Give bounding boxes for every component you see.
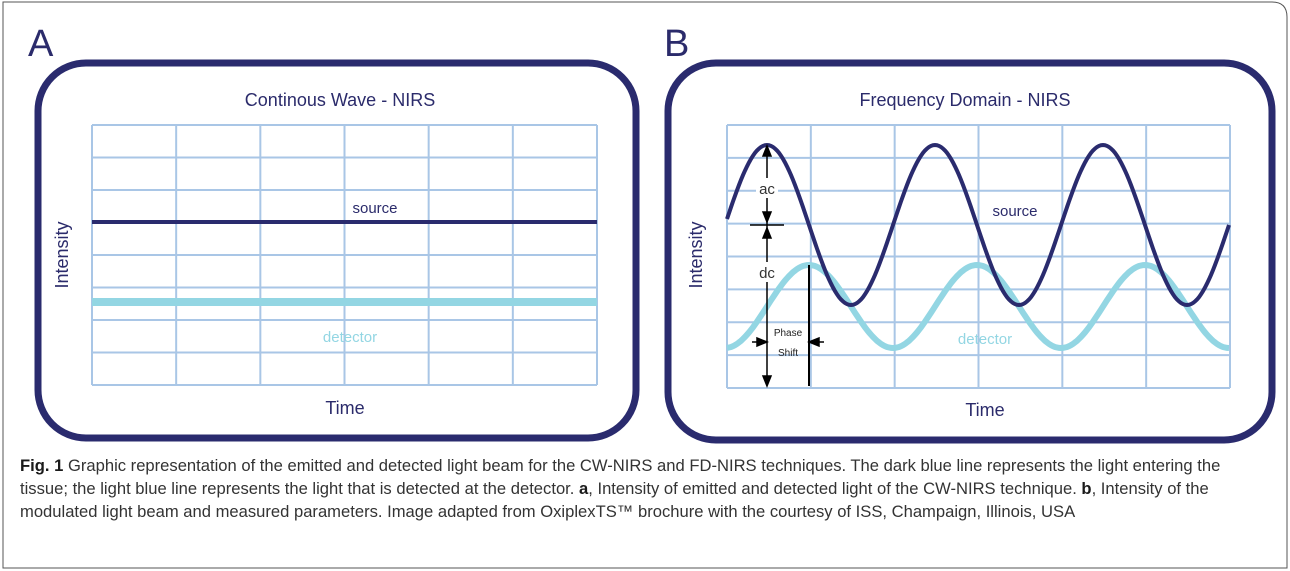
detector-label: detector <box>958 331 1012 348</box>
grid <box>91 124 598 386</box>
y-axis-label: Intensity <box>686 221 706 288</box>
y-axis-label: Intensity <box>52 221 72 288</box>
caption-text: , Intensity of the modulated light beam … <box>20 479 1209 521</box>
panel-frame <box>664 59 1276 444</box>
label-bg <box>756 262 778 282</box>
source-label: source <box>352 200 397 217</box>
phase-label: Shift <box>778 348 798 359</box>
source-label: source <box>992 203 1037 220</box>
panel-letter: A <box>28 23 54 65</box>
phase-label: Phase <box>774 328 803 339</box>
panel-title: Continous Wave - NIRS <box>245 90 435 110</box>
panel-title: Frequency Domain - NIRS <box>859 90 1070 110</box>
panel-frame <box>34 59 640 442</box>
dc-label: dc <box>759 265 775 282</box>
x-axis-label: Time <box>325 398 364 418</box>
caption-text: , Intensity of emitted and detected ligh… <box>588 479 1082 498</box>
caption: Fig. 1 Graphic representation of the emi… <box>20 454 1265 523</box>
caption-bold: a <box>579 479 589 498</box>
source-wave <box>725 142 1231 308</box>
label-bg <box>756 178 778 198</box>
detector-label: detector <box>323 329 377 346</box>
x-axis-label: Time <box>965 400 1004 420</box>
grid <box>726 124 1231 389</box>
ac-label: ac <box>759 181 775 198</box>
detector-wave <box>726 261 1230 352</box>
caption-bold: b <box>1081 479 1092 498</box>
panel-letter: B <box>664 23 689 65</box>
caption-text: Graphic representation of the emitted an… <box>20 456 1221 498</box>
figure-label: Fig. 1 <box>20 456 64 475</box>
